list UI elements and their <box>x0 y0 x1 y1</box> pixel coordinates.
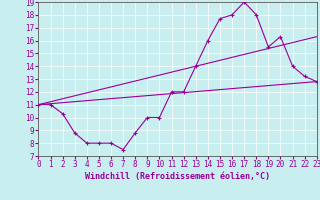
X-axis label: Windchill (Refroidissement éolien,°C): Windchill (Refroidissement éolien,°C) <box>85 172 270 181</box>
